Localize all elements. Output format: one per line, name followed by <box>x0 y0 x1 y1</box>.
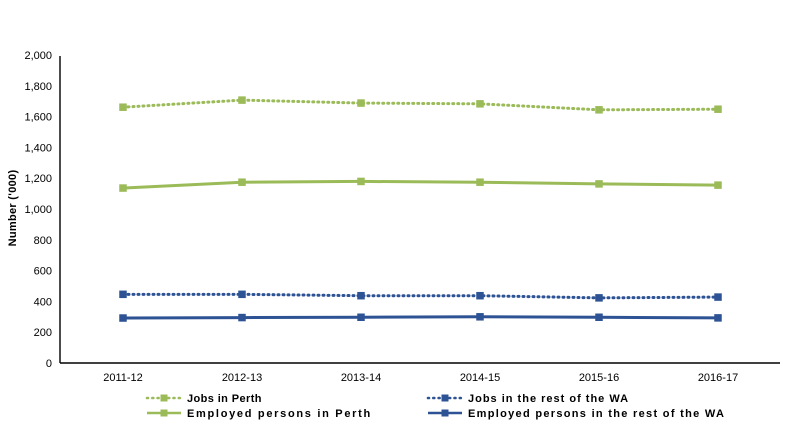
svg-text:2014-15: 2014-15 <box>460 372 500 384</box>
svg-text:2016-17: 2016-17 <box>698 372 738 384</box>
svg-text:2013-14: 2013-14 <box>341 372 381 384</box>
svg-text:200: 200 <box>34 327 52 339</box>
svg-text:1,200: 1,200 <box>24 173 52 185</box>
svg-text:1,800: 1,800 <box>24 81 52 93</box>
svg-text:Employed persons in Perth: Employed persons in Perth <box>187 408 372 420</box>
svg-text:1,400: 1,400 <box>24 142 52 154</box>
svg-text:2015-16: 2015-16 <box>579 372 619 384</box>
svg-text:2,000: 2,000 <box>24 50 52 62</box>
svg-text:2012-13: 2012-13 <box>222 372 262 384</box>
svg-text:0: 0 <box>46 358 52 370</box>
svg-text:Employed persons in the rest o: Employed persons in the rest of the WA <box>468 408 725 420</box>
svg-text:Jobs in the rest of the WA: Jobs in the rest of the WA <box>468 393 629 405</box>
svg-text:1,600: 1,600 <box>24 112 52 124</box>
svg-text:400: 400 <box>34 296 52 308</box>
svg-text:1,000: 1,000 <box>24 204 52 216</box>
svg-text:800: 800 <box>34 235 52 247</box>
svg-text:600: 600 <box>34 266 52 278</box>
svg-text:Jobs in Perth: Jobs in Perth <box>187 393 262 405</box>
svg-text:2011-12: 2011-12 <box>103 372 143 384</box>
